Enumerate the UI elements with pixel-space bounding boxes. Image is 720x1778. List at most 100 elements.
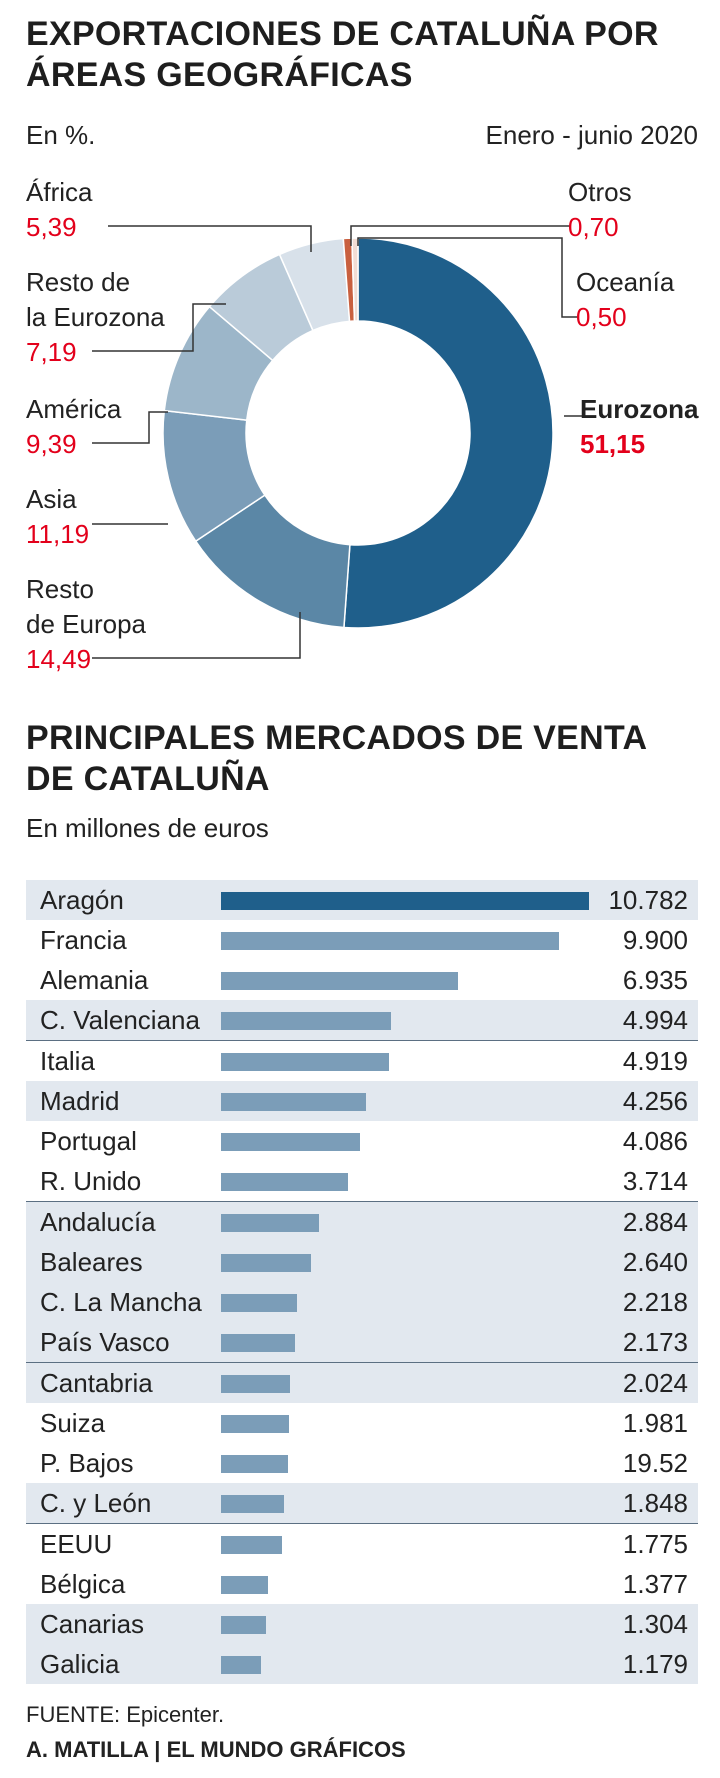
leader-line-africa xyxy=(108,225,312,252)
row-value: 4.086 xyxy=(622,1126,688,1156)
label-oceania-name: Oceanía xyxy=(576,267,675,297)
row-value: 1.179 xyxy=(622,1649,688,1679)
bar xyxy=(221,1536,282,1554)
row-value: 4.994 xyxy=(622,1005,688,1035)
label-resto-europa-name-2: de Europa xyxy=(26,609,146,639)
label-eurozona-name: Eurozona xyxy=(580,394,699,424)
bar-unit-label: En millones de euros xyxy=(26,813,269,843)
row-category: Madrid xyxy=(40,1086,120,1116)
row-value: 9.900 xyxy=(622,925,688,955)
table-row: Madrid 4.256 xyxy=(26,1081,698,1121)
label-eurozona-value: 51,15 xyxy=(580,429,646,459)
label-resto-europa-value: 14,49 xyxy=(26,644,92,674)
table-row: Francia 9.900 xyxy=(26,920,698,960)
label-resto-eurozona: Resto de la Eurozona 7,19 xyxy=(26,265,165,370)
bar xyxy=(221,1375,290,1393)
bar xyxy=(221,1495,284,1513)
credit-line: A. MATILLA | EL MUNDO GRÁFICOS xyxy=(26,1737,406,1762)
row-value: 1.981 xyxy=(622,1408,688,1438)
bar xyxy=(221,1012,391,1030)
row-category: Galicia xyxy=(40,1649,120,1679)
bar xyxy=(221,932,559,950)
row-value: 1.304 xyxy=(622,1609,688,1639)
bar xyxy=(221,1254,311,1272)
row-value: 2.218 xyxy=(622,1287,688,1317)
bar xyxy=(221,1656,261,1674)
bar xyxy=(221,892,589,910)
leader-line-oceania xyxy=(357,237,578,318)
bar xyxy=(221,1294,297,1312)
table-row: Galicia 1.179 xyxy=(26,1644,698,1684)
label-resto-eurozona-name-1: Resto de xyxy=(26,267,131,297)
row-category: C. La Mancha xyxy=(40,1287,202,1317)
table-row: EEUU 1.775 xyxy=(26,1523,698,1564)
row-category: Cantabria xyxy=(40,1368,153,1398)
table-row: P. Bajos 19.52 xyxy=(26,1443,698,1483)
row-category: Suiza xyxy=(40,1408,106,1438)
source-note: FUENTE: Epicenter. xyxy=(26,1702,225,1727)
donut-chart-title: EXPORTACIONES DE CATALUÑA POR ÁREAS GEOG… xyxy=(26,14,659,96)
label-africa: África 5,39 xyxy=(26,175,92,245)
row-category: Andalucía xyxy=(40,1207,156,1237)
bar xyxy=(221,1093,366,1111)
label-asia-value: 11,19 xyxy=(26,519,90,549)
bar xyxy=(221,1053,389,1071)
row-value: 6.935 xyxy=(622,965,688,995)
label-otros-name: Otros xyxy=(568,177,632,207)
table-row: Cantabria 2.024 xyxy=(26,1362,698,1403)
table-row: Canarias 1.304 xyxy=(26,1604,698,1644)
table-row: País Vasco 2.173 xyxy=(26,1322,698,1362)
bar xyxy=(221,1133,360,1151)
bar xyxy=(221,1415,289,1433)
label-resto-eurozona-name-2: la Eurozona xyxy=(26,302,165,332)
bar-chart-title-line-1: PRINCIPALES MERCADOS DE VENTA xyxy=(26,719,648,757)
leader-line-otros xyxy=(350,225,570,246)
bar-chart-title: PRINCIPALES MERCADOS DE VENTA DE CATALUÑ… xyxy=(26,718,647,800)
bar xyxy=(221,1616,266,1634)
row-category: Aragón xyxy=(40,885,124,915)
row-value: 4.919 xyxy=(622,1046,688,1076)
table-row: C. Valenciana 4.994 xyxy=(26,1000,698,1040)
table-row: Andalucía 2.884 xyxy=(26,1201,698,1242)
bar xyxy=(221,1214,319,1232)
row-category: Canarias xyxy=(40,1609,145,1639)
row-category: EEUU xyxy=(40,1529,113,1559)
label-oceania: Oceanía 0,50 xyxy=(576,265,674,335)
label-asia-name: Asia xyxy=(26,484,77,514)
table-row: Bélgica 1.377 xyxy=(26,1564,698,1604)
bar xyxy=(221,1173,348,1191)
table-row: Aragón 10.782 xyxy=(26,880,698,920)
markets-bar-table: Aragón 10.782 Francia 9.900 Alemania 6.935 C. … xyxy=(26,880,698,1684)
label-america-value: 9,39 xyxy=(26,429,77,459)
label-america: América 9,39 xyxy=(26,392,121,462)
bar xyxy=(221,1334,295,1352)
bar xyxy=(221,1455,288,1473)
row-category: Francia xyxy=(40,925,127,955)
row-value: 10.782 xyxy=(608,885,688,915)
row-category: País Vasco xyxy=(40,1327,170,1357)
table-row: Suiza 1.981 xyxy=(26,1403,698,1443)
donut-slices xyxy=(162,237,554,629)
label-america-name: América xyxy=(26,394,122,424)
table-row: Alemania 6.935 xyxy=(26,960,698,1000)
table-row: Italia 4.919 xyxy=(26,1040,698,1081)
label-eurozona: Eurozona 51,15 xyxy=(580,392,698,462)
row-category: C. y León xyxy=(40,1488,152,1518)
label-resto-eurozona-value: 7,19 xyxy=(26,337,77,367)
bar xyxy=(221,972,458,990)
label-otros: Otros 0,70 xyxy=(568,175,632,245)
leader-line-resto-europa xyxy=(92,612,301,659)
table-row: C. La Mancha 2.218 xyxy=(26,1282,698,1322)
row-category: C. Valenciana xyxy=(40,1005,200,1035)
leader-line-resto-eurozona xyxy=(92,303,226,352)
table-row: Baleares 2.640 xyxy=(26,1242,698,1282)
label-africa-name: África xyxy=(26,177,93,207)
table-row: R. Unido 3.714 xyxy=(26,1161,698,1201)
row-value: 2.173 xyxy=(622,1327,688,1357)
label-asia: Asia 11,19 xyxy=(26,482,89,552)
donut-unit-label: En %. xyxy=(26,120,96,150)
label-africa-value: 5,39 xyxy=(26,212,77,242)
table-row: C. y León 1.848 xyxy=(26,1483,698,1523)
bar xyxy=(221,1576,268,1594)
label-resto-europa: Resto de Europa 14,49 xyxy=(26,572,146,677)
